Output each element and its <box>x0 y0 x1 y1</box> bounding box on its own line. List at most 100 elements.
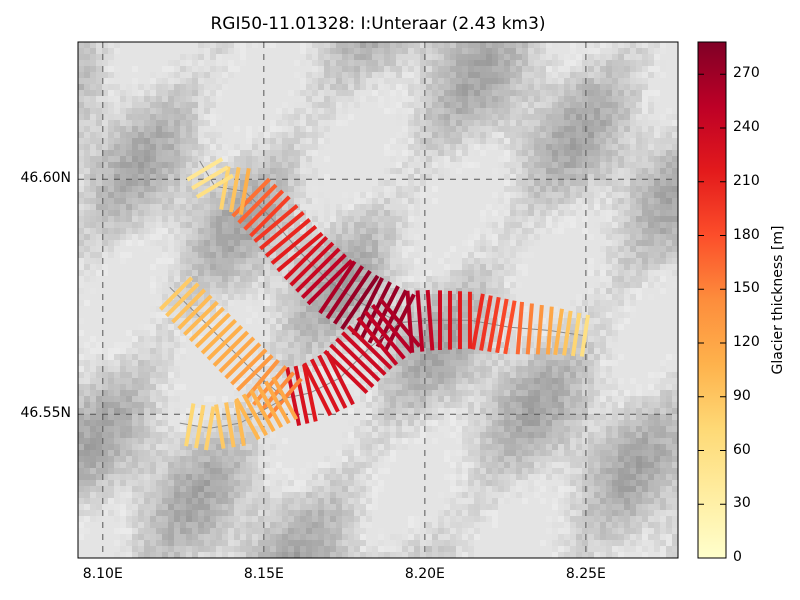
thickness-section <box>158 276 194 311</box>
thickness-section <box>271 376 299 421</box>
thickness-section <box>405 290 415 353</box>
thickness-section <box>270 224 318 265</box>
thickness-section <box>177 294 213 330</box>
colorbar-tick-label: 150 <box>733 280 760 297</box>
thickness-section <box>171 288 207 324</box>
grid-lines <box>78 42 678 558</box>
thickness-section <box>219 166 231 210</box>
thickness-section <box>553 308 564 356</box>
thickness-section <box>259 371 296 413</box>
hillshade-background <box>78 42 678 558</box>
thickness-section <box>329 343 375 389</box>
thickness-section <box>318 260 357 315</box>
thickness-section <box>479 295 493 351</box>
thickness-section <box>234 397 261 441</box>
thickness-section <box>503 300 517 355</box>
thickness-section <box>302 362 333 417</box>
colorbar-label: Glacier thickness [m] <box>770 225 786 375</box>
x-tick-label: 8.10E <box>82 566 123 582</box>
x-tick-label: 8.20E <box>404 566 445 582</box>
thickness-section <box>346 325 393 370</box>
thickness-section <box>218 336 256 374</box>
thickness-flowlines <box>158 157 590 451</box>
thickness-section <box>295 247 341 293</box>
thickness-section <box>253 204 299 243</box>
thickness-section <box>231 177 271 218</box>
thickness-section <box>535 304 544 355</box>
thickness-section <box>224 342 262 380</box>
thickness-section <box>237 183 278 225</box>
thickness-section <box>283 235 329 281</box>
thickness-section <box>191 165 229 191</box>
thickness-section <box>293 365 310 424</box>
thickness-section <box>371 303 414 354</box>
colorbar-tick-label: 60 <box>733 441 751 458</box>
colorbar-tick-label: 120 <box>733 334 760 350</box>
thickness-section <box>302 364 318 422</box>
thickness-section <box>341 331 387 376</box>
thickness-section <box>545 306 554 355</box>
thickness-section <box>515 301 525 355</box>
colorbar-ticks <box>698 73 726 559</box>
thickness-section <box>229 167 241 213</box>
thickness-section <box>204 406 216 451</box>
thickness-section <box>300 253 347 299</box>
thickness-section <box>306 259 354 306</box>
colorbar-tick-label: 30 <box>733 495 751 512</box>
thickness-section <box>188 306 225 343</box>
thickness-section <box>186 157 224 182</box>
thickness-section <box>525 303 534 355</box>
thickness-section <box>263 380 291 425</box>
map-title: RGI50-11.01328: I:Unteraar (2.43 km3) <box>210 14 546 34</box>
thickness-section <box>234 400 246 447</box>
thickness-section <box>238 167 251 215</box>
thickness-section <box>194 404 206 449</box>
colorbar-tick-label: 180 <box>733 226 760 243</box>
thickness-section <box>249 389 276 433</box>
thickness-section <box>256 384 284 429</box>
thickness-section <box>212 330 250 367</box>
x-tick-label: 8.15E <box>243 566 284 582</box>
thickness-section <box>183 300 219 336</box>
y-tick-label: 46.60N <box>20 170 71 187</box>
x-tick-label: 8.25E <box>565 566 606 582</box>
y-tick-label: 46.55N <box>20 405 71 422</box>
thickness-section <box>264 217 311 258</box>
thickness-section <box>335 337 381 382</box>
thickness-section <box>309 358 340 413</box>
thickness-section <box>195 173 234 199</box>
thickness-section <box>214 404 226 449</box>
thickness-section <box>378 297 422 348</box>
thickness-section <box>487 296 501 352</box>
thickness-section <box>224 402 236 448</box>
thickness-section <box>249 195 291 238</box>
thickness-section <box>562 310 573 356</box>
thickness-section <box>579 314 590 357</box>
thickness-section <box>230 348 268 386</box>
colorbar-tick-label: 270 <box>733 65 760 82</box>
thickness-section <box>340 274 380 330</box>
thickness-section <box>276 231 324 273</box>
thickness-section <box>194 312 231 349</box>
map-frame <box>77 41 679 559</box>
thickness-section <box>351 277 384 336</box>
thickness-section <box>325 265 365 320</box>
colorbar-tick-label: 90 <box>733 387 751 404</box>
thickness-section <box>332 269 372 325</box>
thickness-section <box>363 310 406 360</box>
thickness-section <box>206 324 244 361</box>
colorbar-tick-label: 0 <box>733 549 742 565</box>
thickness-section <box>236 354 274 392</box>
colorbar <box>697 41 727 559</box>
thickness-section <box>241 393 269 437</box>
thickness-section <box>415 290 425 352</box>
thickness-section <box>356 316 399 366</box>
thickness-section <box>571 312 582 357</box>
thickness-section <box>471 293 485 350</box>
thickness-section <box>367 285 400 344</box>
thickness-section <box>200 318 237 355</box>
thickness-section <box>165 282 200 318</box>
thickness-section <box>259 211 305 251</box>
thickness-section <box>495 298 509 354</box>
